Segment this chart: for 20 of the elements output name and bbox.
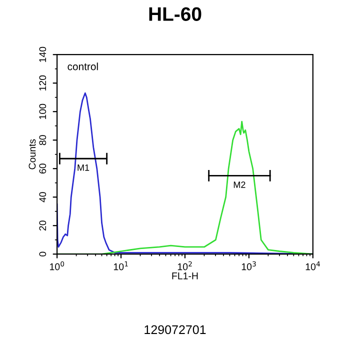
y-tick-label: 80 xyxy=(39,135,46,146)
annotation: M1 xyxy=(78,164,90,171)
x-axis-title: FL1-H xyxy=(172,272,198,280)
text: 129072701 xyxy=(144,325,206,334)
y-tick-label: 40 xyxy=(39,192,46,202)
annotation: M2 xyxy=(234,182,246,188)
y-tick-label: 0 xyxy=(39,252,46,256)
x-tick-label: 10$^{2}$ xyxy=(178,261,192,270)
x-tick-label: 10$^{0}$ xyxy=(50,261,64,270)
x-tick-label: 10$^{3}$ xyxy=(242,261,256,270)
chart-title: HL-60 xyxy=(149,7,202,21)
y-tick-label: 100 xyxy=(39,104,46,119)
x-tick-label: 10$^{4}$ xyxy=(306,261,320,270)
y-axis-title: Counts xyxy=(28,139,36,170)
annotation: control xyxy=(68,62,98,70)
y-tick-label: 140 xyxy=(39,46,46,62)
y-tick-label: 20 xyxy=(39,220,46,231)
y-tick-label: 60 xyxy=(39,164,46,174)
y-tick-label: 120 xyxy=(39,75,46,90)
x-tick-label: 10$^{1}$ xyxy=(114,261,128,270)
